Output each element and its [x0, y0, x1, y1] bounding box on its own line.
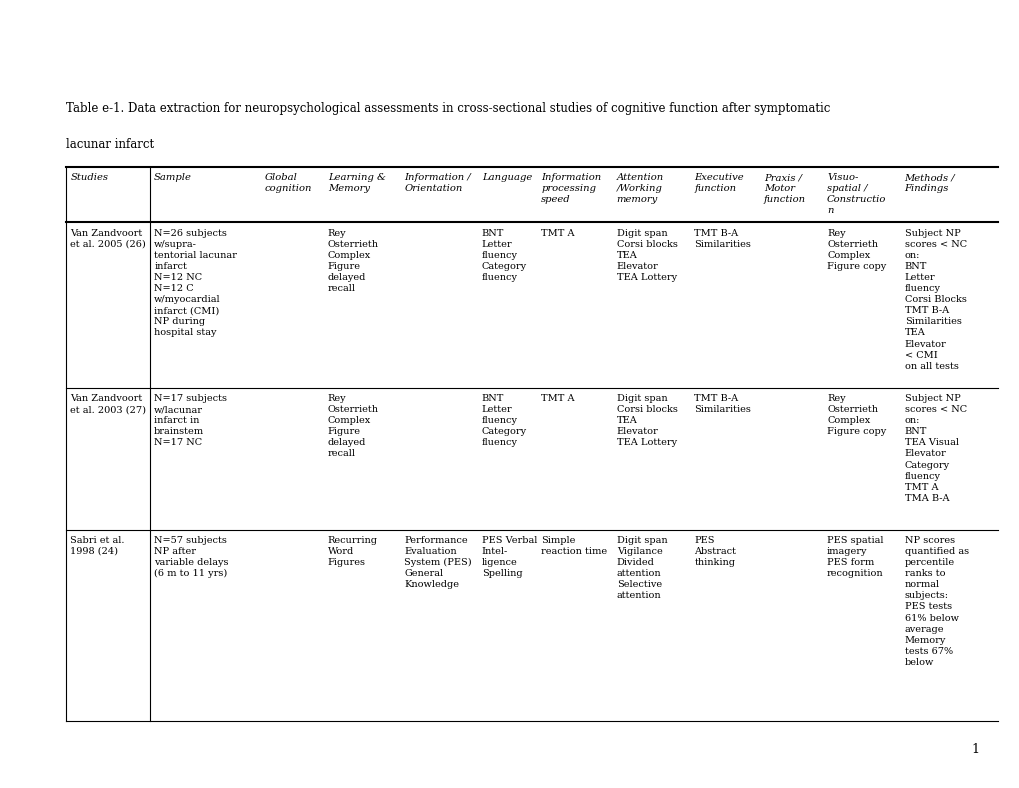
Text: Information
processing
speed: Information processing speed [541, 173, 601, 204]
Text: BNT
Letter
fluency
Category
fluency: BNT Letter fluency Category fluency [481, 229, 527, 282]
Text: Rey
Osterrieth
Complex
Figure copy: Rey Osterrieth Complex Figure copy [826, 394, 886, 437]
Text: TMT B-A
Similarities: TMT B-A Similarities [694, 229, 750, 249]
Text: Rey
Osterrieth
Complex
Figure
delayed
recall: Rey Osterrieth Complex Figure delayed re… [327, 229, 378, 293]
Text: 1: 1 [970, 744, 978, 756]
Text: N=17 subjects
w/lacunar
infarct in
brainstem
N=17 NC: N=17 subjects w/lacunar infarct in brain… [154, 394, 227, 448]
Text: Visuo-
spatial /
Constructio
n: Visuo- spatial / Constructio n [826, 173, 886, 214]
Text: Methods /
Findings: Methods / Findings [904, 173, 955, 193]
Text: PES Verbal
Intel-
ligence
Spelling: PES Verbal Intel- ligence Spelling [481, 536, 537, 578]
Text: Table e-1. Data extraction for neuropsychological assessments in cross-sectional: Table e-1. Data extraction for neuropsyc… [66, 102, 829, 115]
Text: TMT A: TMT A [541, 394, 574, 403]
Text: Van Zandvoort
et al. 2005 (26): Van Zandvoort et al. 2005 (26) [70, 229, 146, 249]
Text: Information /
Orientation: Information / Orientation [404, 173, 471, 193]
Text: Subject NP
scores < NC
on:
BNT
TEA Visual
Elevator
Category
fluency
TMT A
TMA B-: Subject NP scores < NC on: BNT TEA Visua… [904, 394, 966, 503]
Text: Sabri et al.
1998 (24): Sabri et al. 1998 (24) [70, 536, 124, 556]
Text: Van Zandvoort
et al. 2003 (27): Van Zandvoort et al. 2003 (27) [70, 394, 147, 414]
Text: Digit span
Corsi blocks
TEA
Elevator
TEA Lottery: Digit span Corsi blocks TEA Elevator TEA… [616, 394, 677, 448]
Text: Digit span
Vigilance
Divided
attention
Selective
attention: Digit span Vigilance Divided attention S… [616, 536, 666, 600]
Text: Global
cognition: Global cognition [264, 173, 312, 193]
Text: TMT A: TMT A [541, 229, 574, 237]
Text: Executive
function: Executive function [694, 173, 743, 193]
Text: Digit span
Corsi blocks
TEA
Elevator
TEA Lottery: Digit span Corsi blocks TEA Elevator TEA… [616, 229, 677, 282]
Text: BNT
Letter
fluency
Category
fluency: BNT Letter fluency Category fluency [481, 394, 527, 448]
Text: Rey
Osterrieth
Complex
Figure copy: Rey Osterrieth Complex Figure copy [826, 229, 886, 271]
Text: Attention
/Working
memory: Attention /Working memory [616, 173, 663, 204]
Text: Studies: Studies [70, 173, 108, 182]
Text: Rey
Osterrieth
Complex
Figure
delayed
recall: Rey Osterrieth Complex Figure delayed re… [327, 394, 378, 459]
Text: PES
Abstract
thinking: PES Abstract thinking [694, 536, 736, 567]
Text: Recurring
Word
Figures: Recurring Word Figures [327, 536, 377, 567]
Text: Simple
reaction time: Simple reaction time [541, 536, 606, 556]
Text: Learning &
Memory: Learning & Memory [327, 173, 385, 193]
Text: NP scores
quantified as
percentile
ranks to
normal
subjects:
PES tests
61% below: NP scores quantified as percentile ranks… [904, 536, 968, 667]
Text: PES spatial
imagery
PES form
recognition: PES spatial imagery PES form recognition [826, 536, 882, 578]
Text: TMT B-A
Similarities: TMT B-A Similarities [694, 394, 750, 414]
Text: N=57 subjects
NP after
variable delays
(6 m to 11 yrs): N=57 subjects NP after variable delays (… [154, 536, 228, 578]
Text: Sample: Sample [154, 173, 192, 182]
Text: Praxis /
Motor
function: Praxis / Motor function [763, 173, 805, 204]
Text: Language: Language [481, 173, 532, 182]
Text: N=26 subjects
w/supra-
tentorial lacunar
infarct
N=12 NC
N=12 C
w/myocardial
inf: N=26 subjects w/supra- tentorial lacunar… [154, 229, 236, 337]
Text: Performance
Evaluation
System (PES)
General
Knowledge: Performance Evaluation System (PES) Gene… [404, 536, 472, 589]
Text: lacunar infarct: lacunar infarct [66, 138, 154, 151]
Text: Subject NP
scores < NC
on:
BNT
Letter
fluency
Corsi Blocks
TMT B-A
Similarities
: Subject NP scores < NC on: BNT Letter fl… [904, 229, 966, 370]
